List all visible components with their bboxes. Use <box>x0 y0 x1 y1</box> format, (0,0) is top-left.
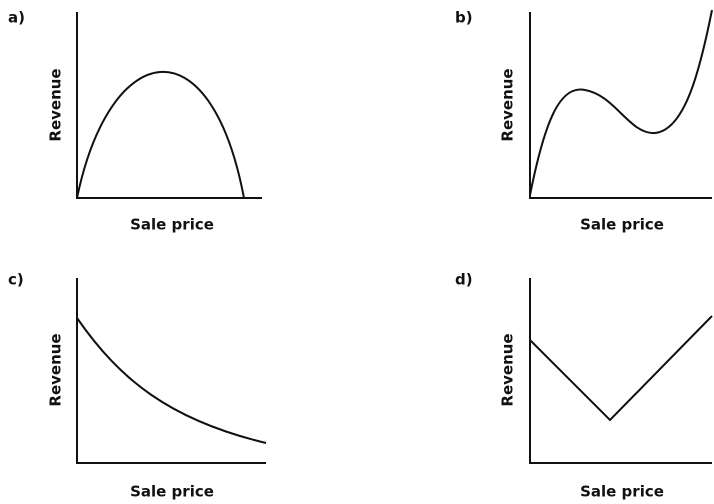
panel-label: c) <box>8 271 24 289</box>
x-axis-label: Sale price <box>580 216 664 234</box>
y-axis-label: Revenue <box>47 333 65 406</box>
x-axis-label: Sale price <box>580 483 664 501</box>
curve <box>76 317 267 444</box>
curve <box>76 71 245 199</box>
panel: d) Revenue Sale price <box>455 271 713 501</box>
panel-label: a) <box>8 9 25 27</box>
y-axis-label: Revenue <box>499 333 517 406</box>
axes <box>529 12 712 199</box>
y-axis-label: Revenue <box>499 68 517 141</box>
panel: b) Revenue Sale price <box>455 9 713 234</box>
axes <box>76 12 262 199</box>
axes <box>529 278 712 464</box>
panel: c) Revenue Sale price <box>8 271 267 501</box>
panel: a) Revenue Sale price <box>8 9 262 234</box>
curve <box>529 9 713 196</box>
x-axis-label: Sale price <box>130 216 214 234</box>
panel-label: b) <box>455 9 473 27</box>
axes <box>76 278 266 464</box>
y-axis-label: Revenue <box>47 68 65 141</box>
curve <box>529 315 713 422</box>
panel-label: d) <box>455 271 473 289</box>
x-axis-label: Sale price <box>130 483 214 501</box>
